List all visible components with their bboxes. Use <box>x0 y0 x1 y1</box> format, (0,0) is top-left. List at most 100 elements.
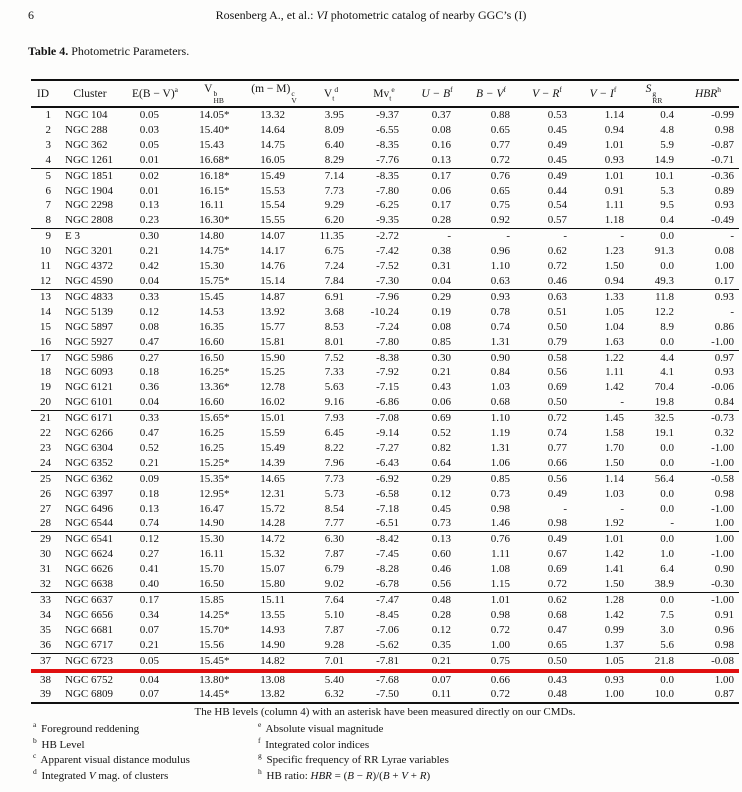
cell-value: 1.11 <box>605 366 624 379</box>
cell-value: 9.29 <box>324 199 344 212</box>
cell-value: 16.18* <box>185 167 243 184</box>
cell-value: 0.13 <box>431 153 451 166</box>
cell-value: 56.4 <box>631 470 677 487</box>
cell-value: 0.72 <box>490 153 510 166</box>
cell-value: -8.35 <box>376 138 399 151</box>
cell-value: 0.23 <box>139 214 159 227</box>
cell-value: 16.60 <box>199 396 224 409</box>
cell-value: - <box>519 228 575 245</box>
cell-value: 3.95 <box>324 109 344 121</box>
cell-cluster: NGC 6397 <box>65 487 113 500</box>
column-header-v-i: V − If <box>575 80 631 108</box>
table-row: 8 NGC 2808 0.23 16.30* 15.55 6.20 -9.35 0.28 0.9… <box>31 213 739 228</box>
cell-value: 5.3 <box>660 184 674 197</box>
cell-value: 0.45 <box>547 153 567 166</box>
cell-value: 13.80* <box>199 673 230 686</box>
cell-id: 19 <box>40 381 51 394</box>
cell-value: - <box>463 228 519 245</box>
cell-value: 14.53 <box>199 305 224 318</box>
cell-value: -7.27 <box>376 441 399 454</box>
cell-cluster: NGC 4372 <box>65 260 113 273</box>
cell-value: 1.42 <box>604 608 624 621</box>
cell-value: 0.72 <box>547 578 567 591</box>
cell-value: 14.72 <box>243 531 305 548</box>
cell-value: 15.25* <box>199 456 230 469</box>
cell-value: 12.95* <box>199 487 230 500</box>
cell-value: 7.5 <box>660 608 674 621</box>
cell-value: 1.19 <box>490 427 510 440</box>
footnote-f: f Integrated color indices <box>258 735 370 751</box>
cell-value: 0.12 <box>139 305 159 318</box>
cell-value: -0.73 <box>677 410 739 427</box>
cell-value: 0.68 <box>490 396 510 409</box>
column-header-m-m: (m − M) c V <box>243 80 305 108</box>
cell-value: 0.88 <box>490 109 510 121</box>
table-caption-label: Table 4. <box>28 44 69 58</box>
cell-value: -1.00 <box>711 335 734 348</box>
cell-value: 7.73 <box>324 184 344 197</box>
cell-value: 0.47 <box>547 623 567 636</box>
cell-value: 15.54 <box>260 199 285 212</box>
cell-value: 15.65* <box>185 410 243 427</box>
cell-id: 26 <box>40 487 51 500</box>
cell-value: -7.06 <box>376 623 399 636</box>
cell-value: 0.27 <box>125 349 185 366</box>
cell-id: 28 <box>40 517 51 530</box>
cell-value: 1.00 <box>714 673 734 686</box>
cell-cluster: NGC 6752 <box>65 673 113 686</box>
cell-value: 0.12 <box>431 623 451 636</box>
cell-cluster: NGC 6541 <box>55 531 125 548</box>
cell-id: 5 <box>31 167 55 184</box>
cell-value: 15.72 <box>260 502 285 515</box>
cell-cluster: NGC 6352 <box>65 456 113 469</box>
cell-value: 0.01 <box>139 153 159 166</box>
cell-value: 0.04 <box>431 274 451 287</box>
table-row: 18 NGC 6093 0.18 16.25* 15.25 7.33 -7.92 0.21 0.… <box>31 365 739 380</box>
cell-cluster: NGC 6624 <box>65 548 113 561</box>
cell-value: 1.00 <box>714 517 734 530</box>
cell-value: 0.40 <box>139 578 159 591</box>
cell-value: -6.92 <box>357 470 411 487</box>
cell-value: 4.1 <box>660 366 674 379</box>
cell-value: 0.74 <box>490 320 510 333</box>
cell-cluster: NGC 3201 <box>65 245 113 258</box>
table-row: 26 NGC 6397 0.18 12.95* 12.31 5.73 -6.58 0.12 0.… <box>31 487 739 502</box>
cell-value: 0.45 <box>547 123 567 136</box>
cell-value: 1.50 <box>604 260 624 273</box>
cell-value: 0.84 <box>490 366 510 379</box>
cell-value: 7.77 <box>324 517 344 530</box>
footnote-e: e Absolute visual magnitude <box>258 720 384 735</box>
cell-value: 14.9 <box>654 153 674 166</box>
cell-id: 4 <box>45 153 52 166</box>
cell-value: 11.8 <box>631 288 677 305</box>
cell-value: 0.85 <box>431 335 451 348</box>
cell-value: 1.50 <box>604 456 624 469</box>
cell-value: -2.72 <box>357 228 411 245</box>
cell-cluster: NGC 1904 <box>65 184 113 197</box>
cell-value: 0.30 <box>411 349 463 366</box>
footnote-c: c Apparent visual distance modulus <box>33 751 190 766</box>
cell-value: 6.75 <box>324 245 344 258</box>
cell-value: 91.3 <box>654 245 674 258</box>
cell-value: 14.76 <box>260 260 285 273</box>
cell-value: 1.00 <box>490 638 510 651</box>
cell-value: 0.93 <box>714 366 734 379</box>
cell-value: 9.16 <box>324 396 344 409</box>
table-row: 5 NGC 1851 0.02 16.18* 15.49 7.14 -8.35 0.17 0.7… <box>31 167 739 184</box>
cell-id: 13 <box>31 288 55 305</box>
cell-value: 0.35 <box>431 638 451 651</box>
cell-value: 5.10 <box>324 608 344 621</box>
cell-value: 15.90 <box>243 349 305 366</box>
cell-value: 1.10 <box>463 410 519 427</box>
cell-value: 0.0 <box>660 502 674 515</box>
running-header: Rosenberg A., et al.: VI photometric cat… <box>215 8 527 22</box>
cell-value: 15.85 <box>185 591 243 608</box>
cell-value: -7.76 <box>376 153 399 166</box>
cell-value: 15.55 <box>260 214 285 227</box>
cell-value: -7.15 <box>376 381 399 394</box>
cell-cluster: E 3 <box>55 228 125 245</box>
table-row: 25 NGC 6362 0.09 15.35* 14.65 7.73 -6.92 0.29 0.… <box>31 470 739 487</box>
cell-value: 0.48 <box>547 688 567 701</box>
